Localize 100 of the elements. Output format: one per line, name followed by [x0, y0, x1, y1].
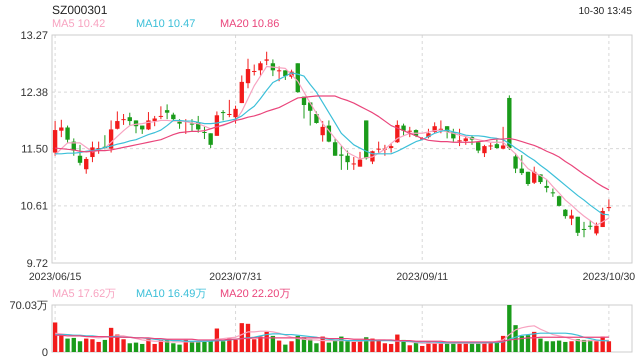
bar	[252, 339, 256, 352]
bar	[140, 344, 144, 352]
candlestick	[457, 128, 462, 147]
text: MA20 22.20万	[220, 288, 290, 300]
bar	[65, 338, 70, 352]
candlestick	[482, 144, 487, 158]
candlestick	[352, 156, 356, 170]
bar	[588, 340, 592, 352]
candlestick	[320, 120, 325, 142]
bar	[594, 341, 599, 352]
candlestick	[128, 112, 132, 126]
y-tick-label: 12.38	[20, 87, 48, 100]
bar	[134, 342, 138, 352]
bar	[569, 341, 574, 352]
y-tick-label: 70.03万	[9, 300, 48, 312]
y-tick-label: 9.72	[26, 258, 48, 270]
candlestick	[513, 152, 518, 174]
y-tick-label: 10.61	[20, 200, 48, 213]
candlestick	[240, 74, 244, 104]
candlestick	[65, 125, 70, 144]
y-tick-label: 0	[42, 346, 48, 359]
candlestick	[276, 66, 282, 82]
bar	[326, 342, 332, 352]
bar	[538, 338, 543, 352]
bar	[233, 340, 238, 352]
bar	[476, 343, 480, 352]
bar	[214, 328, 220, 352]
candlestick	[582, 221, 586, 238]
bar	[408, 345, 412, 352]
candlestick	[563, 208, 568, 220]
bar	[464, 343, 468, 352]
candlestick	[258, 60, 263, 76]
candlestick	[544, 179, 549, 193]
y-tick-label: 13.27	[20, 30, 48, 42]
bar	[121, 339, 126, 352]
bar	[345, 341, 350, 352]
candlestick	[227, 99, 232, 118]
candlestick	[500, 126, 506, 150]
text: MA20 10.86	[220, 18, 280, 30]
bar	[270, 336, 276, 352]
bar	[202, 342, 207, 352]
candlestick	[152, 115, 157, 127]
bar	[296, 336, 300, 352]
candlestick	[606, 198, 612, 212]
candlestick	[84, 156, 88, 174]
text: MA10 16.49万	[136, 288, 206, 300]
candlestick	[164, 104, 170, 120]
candlestick	[588, 219, 592, 230]
text: MA5 17.62万	[52, 288, 116, 300]
candlestick	[326, 120, 332, 143]
candlestick	[208, 132, 213, 149]
x-tick-label: 2023/10/30	[582, 271, 636, 283]
bar	[576, 339, 580, 352]
x-tick-label: 2023/06/15	[28, 271, 82, 283]
chart-title: SZ000301	[52, 3, 108, 17]
text: MA10 10.47	[136, 18, 196, 30]
bar	[276, 340, 282, 352]
bar	[208, 341, 213, 352]
candlestick	[520, 154, 524, 176]
candlestick	[556, 195, 562, 207]
bar	[78, 341, 82, 352]
candlestick	[550, 188, 556, 198]
candlestick	[594, 222, 599, 236]
bar	[220, 341, 226, 352]
candlestick	[532, 166, 536, 185]
y-tick-label: 11.50	[21, 144, 48, 156]
bar	[196, 342, 200, 352]
text: MA5 10.42	[52, 18, 106, 30]
bar	[240, 323, 244, 352]
bar	[352, 342, 356, 352]
candlestick	[121, 113, 126, 126]
candlestick	[408, 126, 412, 138]
bar	[128, 343, 132, 352]
bar	[283, 344, 288, 352]
bar	[96, 342, 101, 352]
candlestick	[78, 144, 82, 166]
bar	[177, 344, 182, 352]
bar	[494, 342, 500, 352]
bar	[520, 336, 524, 352]
candlestick	[526, 171, 530, 186]
candlestick	[246, 58, 250, 89]
bar	[102, 340, 108, 352]
candlestick	[220, 110, 226, 121]
candlestick	[158, 106, 164, 120]
bar	[488, 342, 493, 352]
text: 10-30 13:45	[578, 6, 632, 17]
candlestick	[576, 216, 580, 237]
x-tick-label: 2023/07/31	[209, 271, 262, 283]
bar	[420, 346, 424, 352]
candlestick	[358, 151, 362, 168]
bar	[289, 341, 294, 352]
candlestick	[345, 150, 350, 170]
bar	[72, 338, 76, 352]
bar	[507, 305, 512, 352]
bar	[84, 338, 88, 352]
bar	[90, 339, 95, 352]
x-tick-label: 2023/09/11	[396, 271, 448, 283]
candlestick	[202, 126, 207, 140]
candlestick	[115, 110, 120, 130]
bar	[308, 339, 312, 352]
